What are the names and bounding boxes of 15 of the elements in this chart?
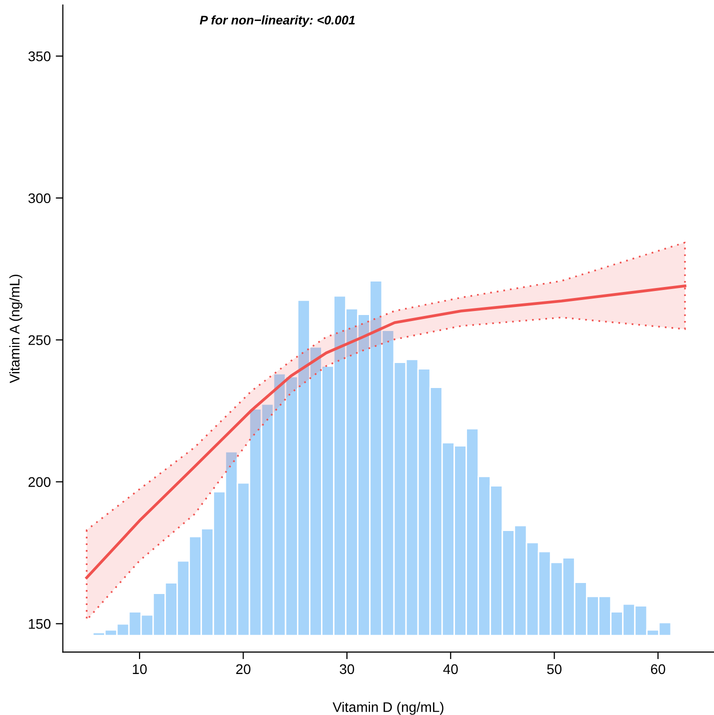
x-tick-label: 50 [547, 664, 562, 674]
y-tick-label: 250 [28, 335, 50, 346]
x-axis-title: Vitamin D (ng/mL) [332, 702, 444, 715]
annotation: P for non−linearity: <0.001 [200, 15, 355, 28]
x-tick-label: 30 [340, 664, 354, 674]
x-tick-label: 10 [132, 664, 147, 674]
line-series [85, 284, 686, 580]
y-tick-label: 150 [28, 619, 50, 629]
x-tick-label: 60 [650, 664, 666, 674]
y-tick-label: 350 [28, 51, 50, 62]
y-tick-label: 200 [28, 477, 50, 487]
x-tick-label: 20 [236, 664, 250, 674]
x-tick-label: 40 [443, 664, 458, 674]
y-axis-title: Vitamin A (ng/mL) [9, 274, 22, 384]
y-tick-label: 300 [28, 193, 50, 204]
